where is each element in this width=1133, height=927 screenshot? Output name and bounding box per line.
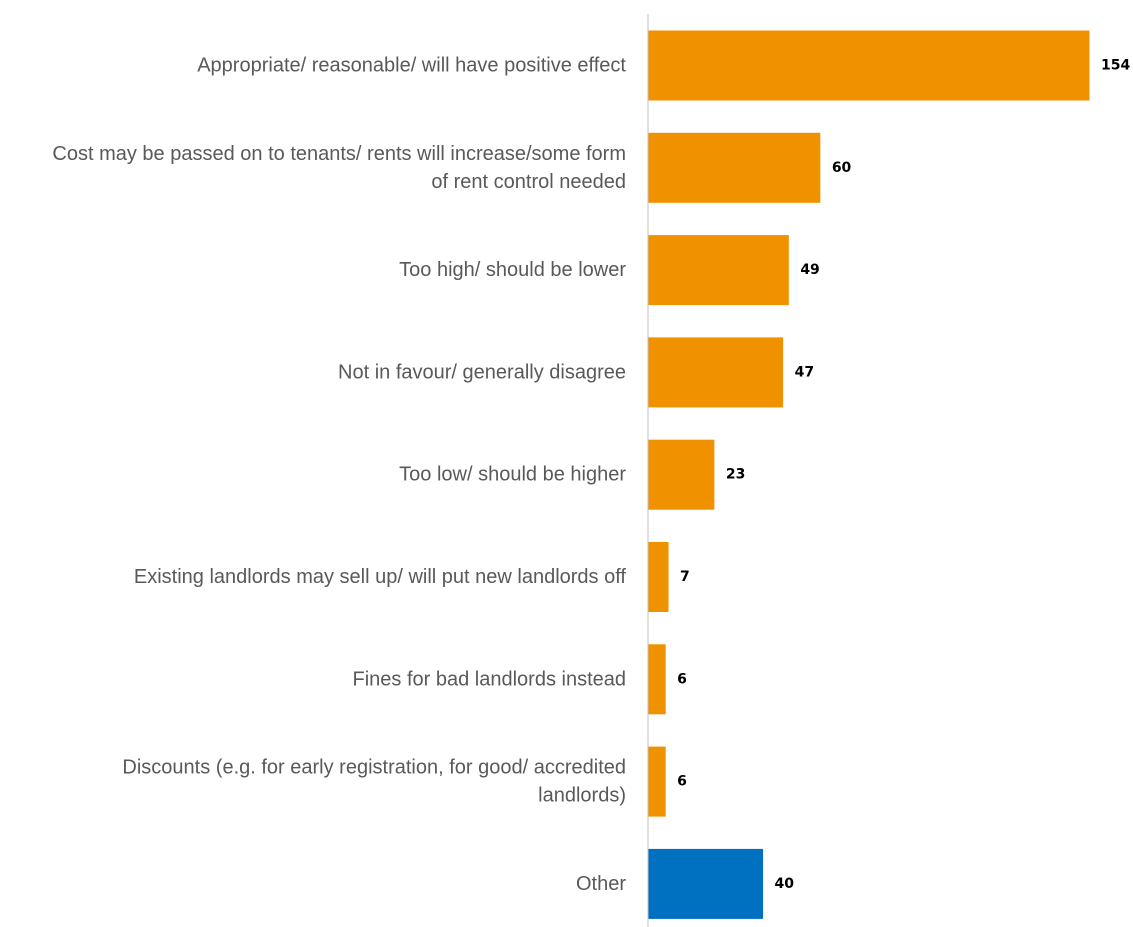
category-label-8: Other [576,873,626,895]
category-label-1: Cost may be passed on to tenants/ rents … [52,143,626,193]
value-label-4: 23 [726,467,745,483]
value-label-2: 49 [800,262,819,278]
value-label-8: 40 [775,876,795,892]
bar-4 [648,439,715,510]
category-label-4: Too low/ should be higher [399,464,626,486]
category-label-3: Not in favour/ generally disagree [338,361,626,383]
category-label-2: Too high/ should be lower [399,259,626,281]
bar-3 [648,337,784,408]
bars-group [648,30,1090,919]
value-label-6: 6 [677,671,687,687]
bar-5 [648,542,669,612]
value-label-0: 154 [1101,58,1130,74]
bar-0 [648,30,1090,101]
category-label-7: Discounts (e.g. for early registration, … [122,757,626,807]
bar-2 [648,235,789,306]
category-label-0: Appropriate/ reasonable/ will have posit… [197,55,626,77]
category-label-6: Fines for bad landlords instead [353,668,627,690]
bar-7 [648,746,666,817]
value-labels-group: 154 60 49 47 23 7 6 6 40 [677,58,1130,892]
value-label-5: 7 [680,569,690,585]
bar-6 [648,644,666,715]
value-label-1: 60 [832,160,852,176]
category-label-5: Existing landlords may sell up/ will put… [134,566,627,588]
value-label-3: 47 [795,364,814,380]
bar-1 [648,132,821,203]
bar-8 [648,848,764,919]
value-label-7: 6 [677,774,687,790]
category-labels-group: Appropriate/ reasonable/ will have posit… [52,55,626,895]
